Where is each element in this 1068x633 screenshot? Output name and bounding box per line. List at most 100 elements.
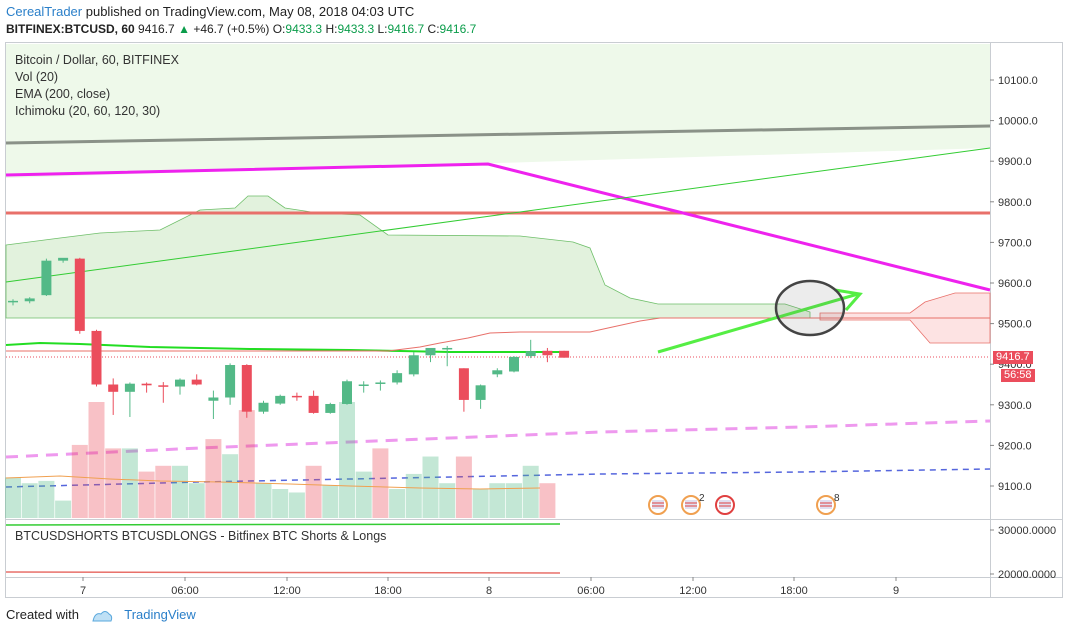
candle [191,374,202,386]
candle [525,339,536,359]
price-tick-label: 9100.0 [998,481,1032,493]
price-tick-label: 10100.0 [998,75,1038,87]
close-value: 9416.7 [439,22,477,36]
lower-blue-dashed [5,468,991,488]
candle-body [325,403,336,413]
candle-body [58,257,69,261]
countdown-tag: 56:58 [1001,369,1035,382]
volume-bar [121,448,138,518]
candle-body [392,373,403,383]
lower-pane-axis: 30000.0000 20000.0000 [990,525,1056,581]
price-tick-label: 9200.0 [998,440,1032,452]
low-label: L: [377,22,388,36]
candle [442,345,453,367]
event-flag-icon[interactable] [648,495,668,515]
volume-bar [155,465,172,518]
candle-body [375,382,386,384]
candle [408,352,419,377]
volume-bar [5,477,21,518]
candle [24,297,35,304]
candle-body [475,385,486,400]
tradingview-logo-icon [91,610,112,622]
price-tick-label: 9500.0 [998,319,1032,331]
cloud-kumo-green [5,195,811,319]
candle-body [208,397,219,401]
shorts-line [5,571,561,574]
event-flag-icon[interactable]: 8 [816,493,840,515]
price-tick-label: 9800.0 [998,197,1032,209]
candle-body [358,384,369,386]
price-tick-label: 9900.0 [998,156,1032,168]
candle [258,400,269,414]
candle-body [308,395,319,413]
candle [559,350,570,358]
candles-group [8,257,570,420]
volume-bar [522,465,539,518]
volume-bar [389,489,406,518]
candle [492,368,503,378]
candle [275,394,286,405]
volume-bar [188,483,205,518]
volume-bar [88,402,105,518]
last-price-tag: 9416.7 [993,351,1033,364]
candle [158,382,169,403]
volume-bar [339,402,355,518]
candle-body [108,384,119,392]
candle-body [74,258,85,331]
annotation-arrow-line [657,292,859,354]
candle-body [124,383,135,392]
time-tick-label: 8 [486,585,492,597]
tradingview-link[interactable]: TradingView [124,607,196,622]
volume-bar [238,410,255,518]
price-tick-label: 9300.0 [998,400,1032,412]
time-tick-label: 9 [893,585,899,597]
time-tick-label: 12:00 [273,585,301,597]
volume-group [5,402,556,518]
open-value: 9433.3 [285,22,323,36]
time-tick-label: 18:00 [374,585,402,597]
legend-lower-pane: BTCUSDSHORTS BTCUSDLONGS - Bitfinex BTC … [15,529,387,543]
candle [509,356,519,373]
event-count: 2 [699,493,705,504]
longs-line [5,523,561,526]
cloud-upper-green [6,44,990,178]
event-flag-icon[interactable] [715,495,735,515]
volume-bar [322,485,339,518]
time-axis[interactable]: 7 06:00 12:00 18:00 8 06:00 12:00 18:00 9 [80,577,899,597]
publish-info: published on TradingView.com, May 08, 20… [85,4,415,19]
legend-vol: Vol (20) [15,70,59,84]
candle [425,347,436,363]
candle-body [425,347,436,356]
candle [74,257,85,334]
candle [308,390,319,414]
volume-bar [55,500,72,518]
candle-body [91,330,102,385]
candle-body [442,347,453,350]
volume-bar [439,483,456,518]
candle [542,347,553,363]
volume-ma-line [5,475,541,490]
price-tick-label: 10000.0 [998,116,1038,128]
candle-body [225,365,236,398]
chart-frame [5,42,1063,598]
author-link[interactable]: CerealTrader [6,4,83,19]
grey-trend-line [5,124,991,145]
candle-body [241,365,252,412]
publish-header: CerealTrader published on TradingView.co… [6,4,414,19]
candle [108,378,119,415]
event-flag-icon[interactable]: 2 [681,493,705,515]
legend-ema: EMA (200, close) [15,87,111,101]
time-tick-label: 12:00 [679,585,707,597]
price-axis[interactable]: 9100.09200.09300.09400.09500.09600.09700… [990,75,1038,493]
volume-bar [355,471,372,518]
candle [141,382,152,393]
annotation-arrowhead [834,288,863,311]
time-tick-label: 18:00 [780,585,808,597]
volume-bar [489,483,506,518]
time-tick-label: 06:00 [171,585,199,597]
lower-tick-label: 20000.0000 [998,569,1056,581]
up-triangle-icon: ▲ [178,22,190,36]
candle-body [492,370,503,375]
price-change: +46.7 (+0.5%) [193,22,270,36]
